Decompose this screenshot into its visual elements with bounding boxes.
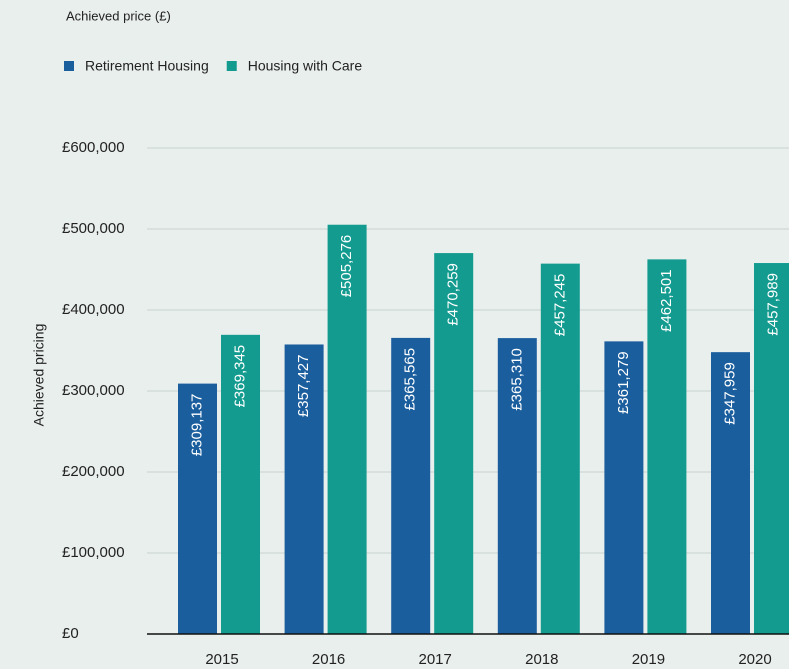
chart-title: Achieved price (£) <box>66 8 171 23</box>
y-tick-label: £500,000 <box>62 220 125 237</box>
data-label: £462,501 <box>658 269 675 332</box>
data-label: £457,989 <box>764 273 781 336</box>
y-tick-label: £400,000 <box>62 301 125 318</box>
bar <box>754 263 789 634</box>
y-tick-label: £200,000 <box>62 463 125 480</box>
x-tick-label: 2019 <box>632 651 665 668</box>
legend-swatch <box>226 61 237 71</box>
y-tick-label: £100,000 <box>62 544 125 561</box>
x-tick-label: 2020 <box>738 651 771 668</box>
legend-label: Housing with Care <box>248 58 363 74</box>
y-tick-label: £300,000 <box>62 382 125 399</box>
data-label: £505,276 <box>338 235 355 298</box>
legend-swatch <box>64 61 74 71</box>
legend-label: Retirement Housing <box>85 58 209 74</box>
y-tick-label: £600,000 <box>62 139 125 156</box>
data-label: £365,310 <box>508 348 525 411</box>
data-label: £457,245 <box>551 274 568 337</box>
bar <box>434 253 474 634</box>
data-label: £347,959 <box>721 362 738 425</box>
bar <box>221 334 260 634</box>
bar <box>711 352 750 634</box>
data-label: £361,279 <box>615 351 632 414</box>
bar <box>391 337 431 634</box>
data-label: £365,565 <box>402 348 419 411</box>
y-axis-label: Achieved pricing <box>31 324 47 427</box>
bar <box>327 224 367 634</box>
y-tick-label: £0 <box>62 625 79 642</box>
x-tick-label: 2018 <box>525 651 558 668</box>
bar <box>647 259 687 634</box>
bar <box>284 344 324 634</box>
x-tick-label: 2017 <box>419 651 452 668</box>
bar <box>497 338 537 634</box>
x-tick-label: 2015 <box>205 651 238 668</box>
bar <box>604 341 644 634</box>
data-label: £309,137 <box>188 394 205 457</box>
data-label: £470,259 <box>445 263 462 326</box>
bar <box>540 263 580 634</box>
x-tick-label: 2016 <box>312 651 345 668</box>
data-label: £357,427 <box>295 354 312 417</box>
bar <box>178 383 217 634</box>
data-label: £369,345 <box>231 345 248 408</box>
